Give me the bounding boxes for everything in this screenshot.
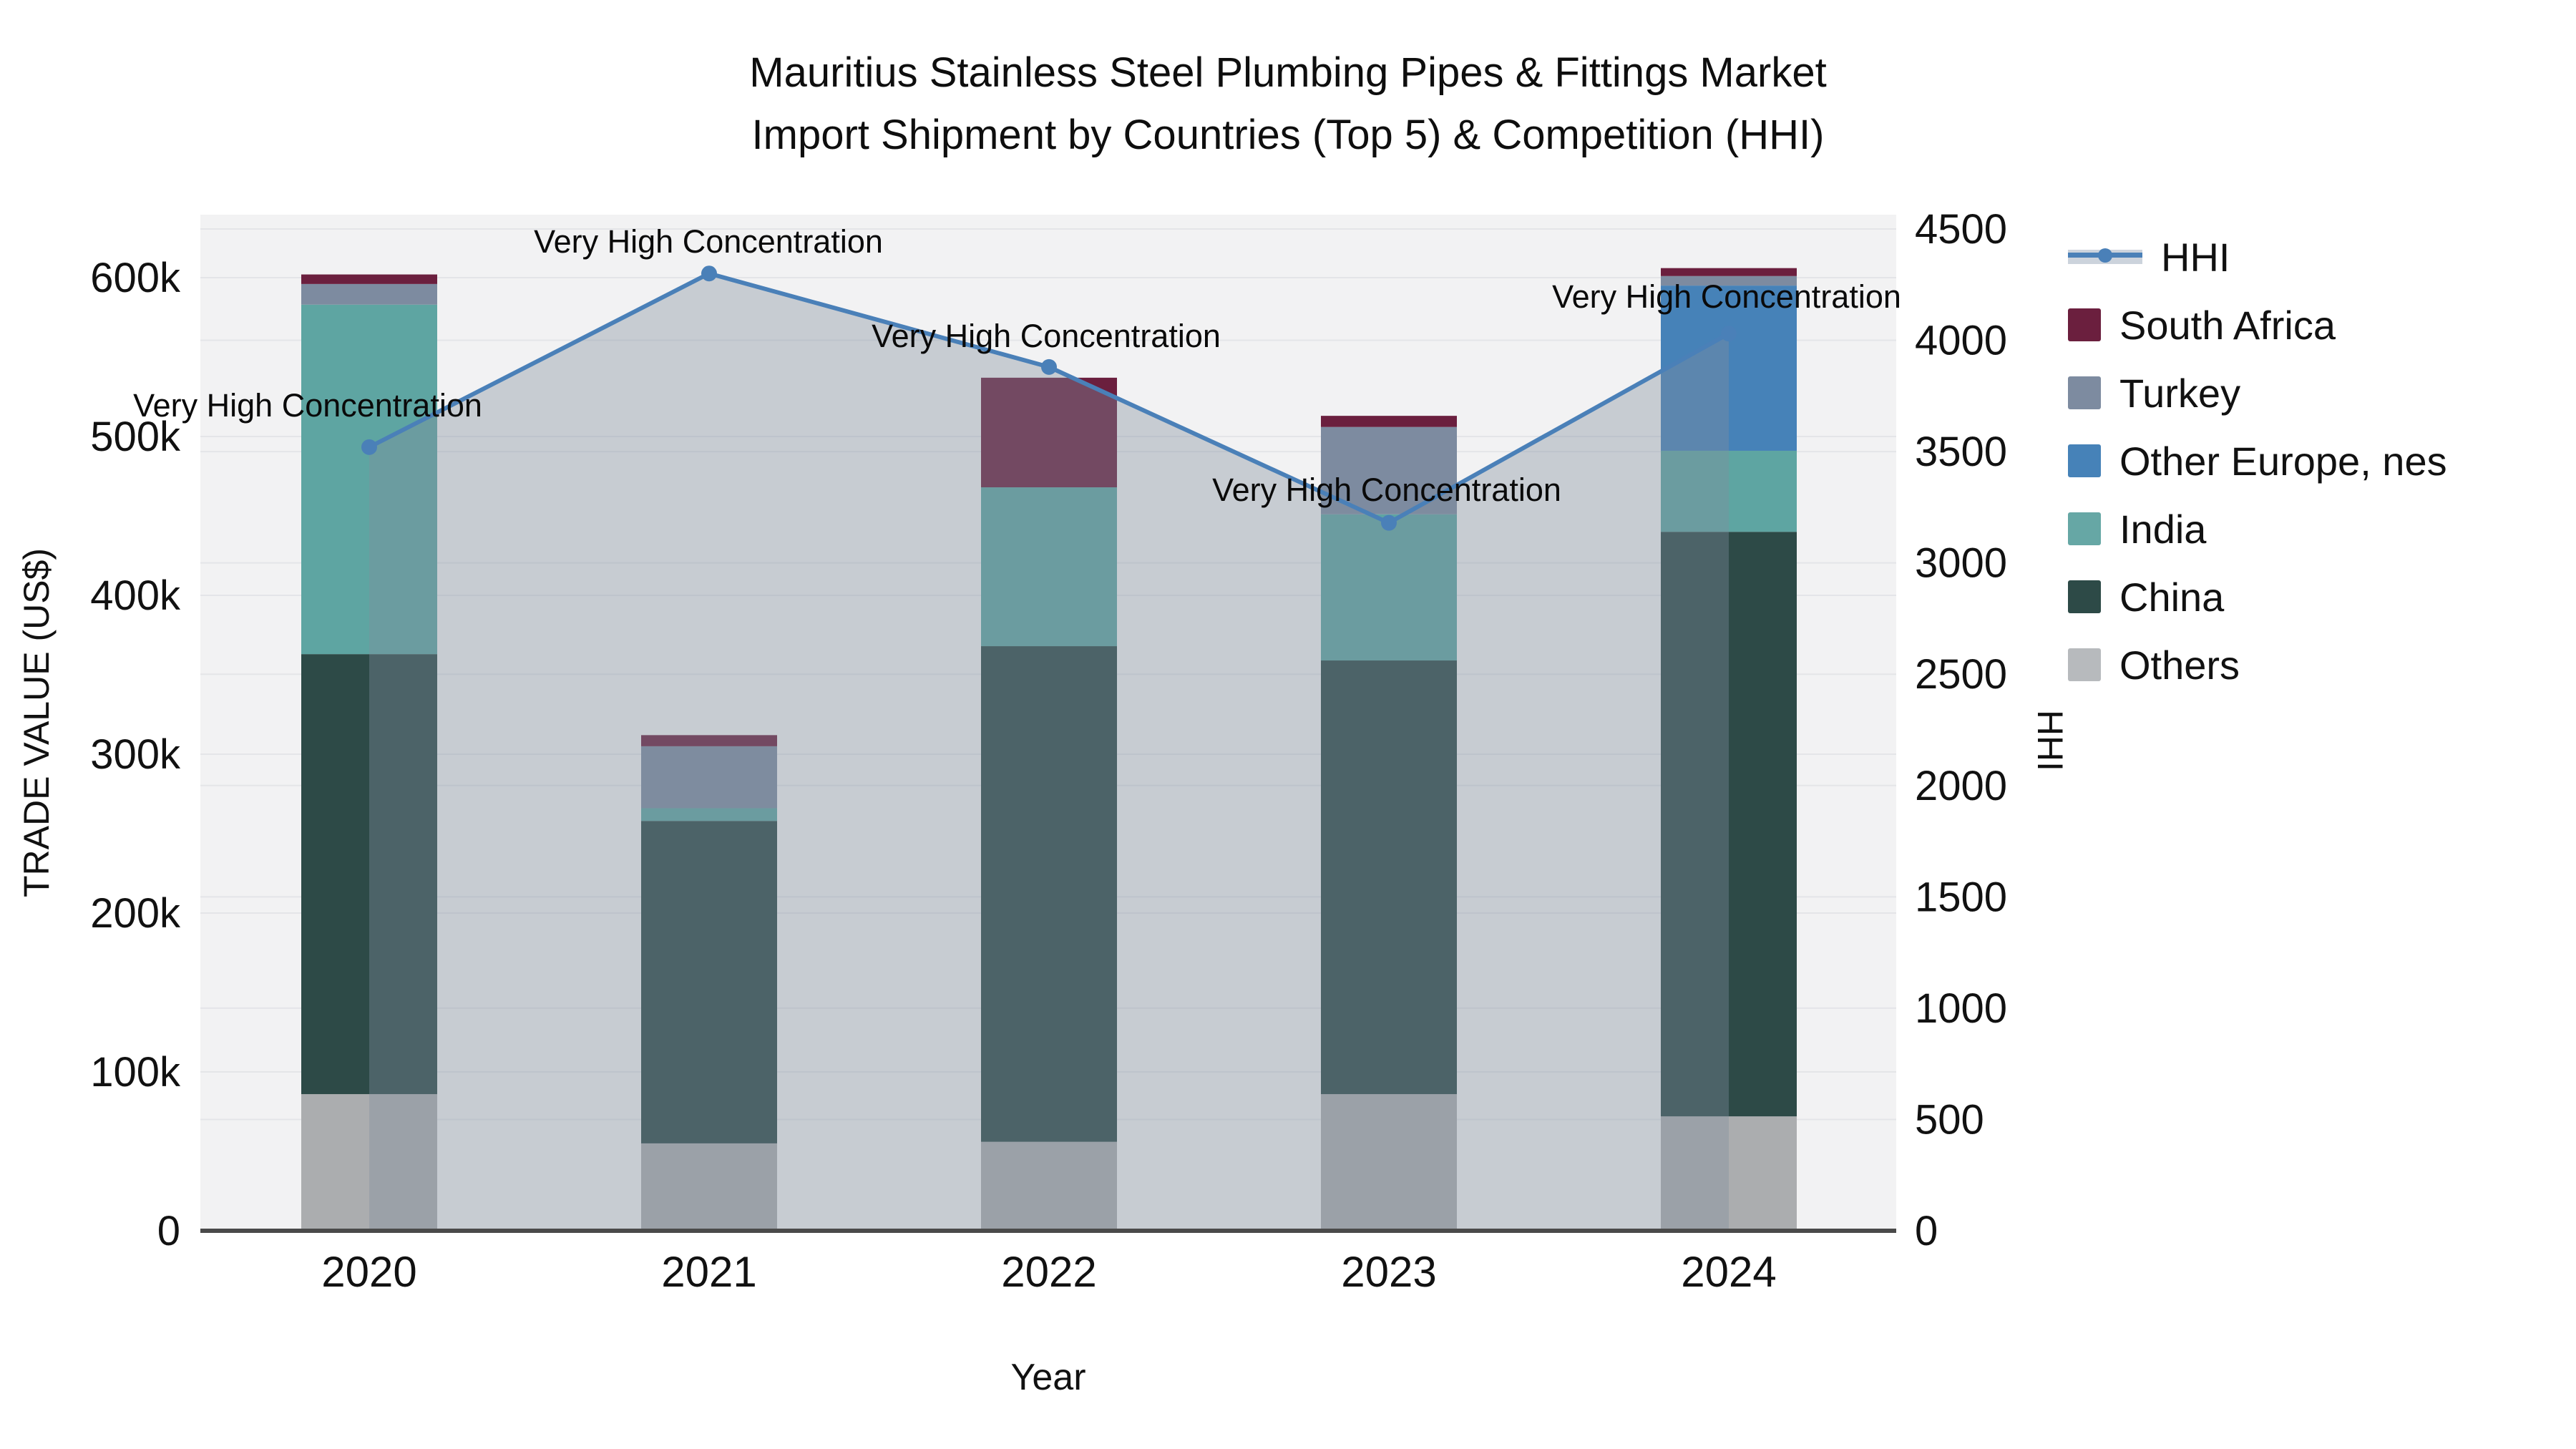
bar-segment-india[interactable]	[641, 808, 777, 821]
bar-segment-india[interactable]	[981, 487, 1117, 647]
legend-swatch-icon	[2068, 444, 2101, 477]
bar-segment-india[interactable]	[1661, 450, 1797, 532]
legend-label: Turkey	[2119, 370, 2241, 416]
hhi-marker[interactable]	[701, 265, 717, 282]
legend-label: China	[2119, 574, 2225, 620]
y-right-tick: 2000	[1915, 763, 2007, 809]
hhi-area-fill	[369, 273, 1729, 1231]
y-left-tick: 500k	[90, 414, 181, 460]
legend-label: HHI	[2161, 234, 2230, 280]
chart-title-line1: Mauritius Stainless Steel Plumbing Pipes…	[749, 49, 1827, 96]
annotation-label: Very High Concentration	[1212, 472, 1561, 508]
annotation-label: Very High Concentration	[872, 318, 1221, 354]
bar-segment-others[interactable]	[301, 1094, 437, 1231]
hhi-marker[interactable]	[1721, 326, 1737, 342]
hhi-marker[interactable]	[1041, 358, 1057, 375]
x-axis-title: Year	[1010, 1357, 1085, 1398]
hhi-legend-sample-icon	[2068, 240, 2142, 273]
legend-swatch-icon	[2068, 648, 2101, 681]
y-right-tick: 1000	[1915, 985, 2007, 1032]
y-right-tick: 2500	[1915, 651, 2007, 698]
legend-item-china[interactable]: China	[2068, 574, 2447, 620]
hhi-marker[interactable]	[1381, 514, 1397, 531]
x-tick-year: 2024	[1681, 1248, 1776, 1296]
legend-label: South Africa	[2119, 302, 2336, 348]
y-left-tick: 100k	[90, 1049, 181, 1096]
y-left-tick: 300k	[90, 731, 181, 778]
x-tick-year: 2021	[661, 1248, 756, 1296]
legend-label: Other Europe, nes	[2119, 438, 2447, 484]
bar-segment-china[interactable]	[981, 646, 1117, 1142]
legend-label: India	[2119, 506, 2207, 552]
legend-swatch-icon	[2068, 376, 2101, 409]
y-right-tick: 3000	[1915, 540, 2007, 587]
y-right-tick: 4000	[1915, 318, 2007, 364]
chart-title-line2: Import Shipment by Countries (Top 5) & C…	[751, 112, 1825, 158]
bar-segment-south-africa[interactable]	[1321, 416, 1457, 427]
bar-segment-south-africa[interactable]	[1661, 268, 1797, 276]
annotation-label: Very High Concentration	[1552, 278, 1901, 315]
y-right-tick: 3500	[1915, 429, 2007, 475]
x-tick-year: 2023	[1341, 1248, 1436, 1296]
legend-item-hhi[interactable]: HHI	[2068, 234, 2447, 280]
y-left-tick: 400k	[90, 572, 181, 619]
legend-item-other-europe-nes[interactable]: Other Europe, nes	[2068, 438, 2447, 484]
x-tick-year: 2022	[1001, 1248, 1096, 1296]
bar-segment-others[interactable]	[1661, 1116, 1797, 1231]
hhi-marker[interactable]	[361, 439, 377, 455]
y-left-tick: 200k	[90, 890, 181, 937]
legend-item-turkey[interactable]: Turkey	[2068, 370, 2447, 416]
y-left-axis-title: TRADE VALUE (US$)	[16, 548, 57, 897]
y-right-tick: 0	[1915, 1208, 1938, 1254]
annotation-label: Very High Concentration	[133, 387, 482, 424]
legend: HHI South Africa Turkey Other Europe, nes In…	[2068, 234, 2447, 688]
bar-segment-china[interactable]	[1661, 532, 1797, 1117]
x-tick-year: 2020	[321, 1248, 416, 1296]
legend-label: Others	[2119, 642, 2240, 688]
legend-swatch-icon	[2068, 308, 2101, 341]
bar-segment-china[interactable]	[1321, 660, 1457, 1095]
bar-segment-south-africa[interactable]	[301, 274, 437, 284]
bar-segment-india[interactable]	[1321, 514, 1457, 661]
bar-segment-south-africa[interactable]	[981, 377, 1117, 488]
bar-segment-turkey[interactable]	[641, 746, 777, 809]
bar-segment-india[interactable]	[301, 304, 437, 655]
legend-item-others[interactable]: Others	[2068, 642, 2447, 688]
legend-item-south-africa[interactable]: South Africa	[2068, 302, 2447, 348]
bar-segment-others[interactable]	[981, 1141, 1117, 1231]
bar-segment-china[interactable]	[301, 654, 437, 1095]
bar-segment-others[interactable]	[1321, 1094, 1457, 1231]
bar-segment-china[interactable]	[641, 821, 777, 1143]
bar-segment-others[interactable]	[641, 1143, 777, 1231]
bar-segment-other-europe-nes[interactable]	[1661, 286, 1797, 451]
y-right-tick: 4500	[1915, 206, 2007, 253]
legend-swatch-icon	[2068, 580, 2101, 613]
chart-title: Mauritius Stainless Steel Plumbing Pipes…	[0, 42, 2576, 166]
y-right-tick: 1500	[1915, 874, 2007, 920]
legend-item-india[interactable]: India	[2068, 506, 2447, 552]
y-left-tick: 600k	[90, 255, 181, 301]
annotation-label: Very High Concentration	[534, 223, 883, 260]
legend-swatch-icon	[2068, 512, 2101, 545]
bar-segment-turkey[interactable]	[1661, 275, 1797, 286]
y-right-axis-title: HHI	[2030, 710, 2070, 771]
bar-segment-south-africa[interactable]	[641, 735, 777, 746]
y-right-tick: 500	[1915, 1096, 1984, 1143]
y-left-tick: 0	[157, 1208, 180, 1254]
bar-segment-turkey[interactable]	[301, 283, 437, 305]
